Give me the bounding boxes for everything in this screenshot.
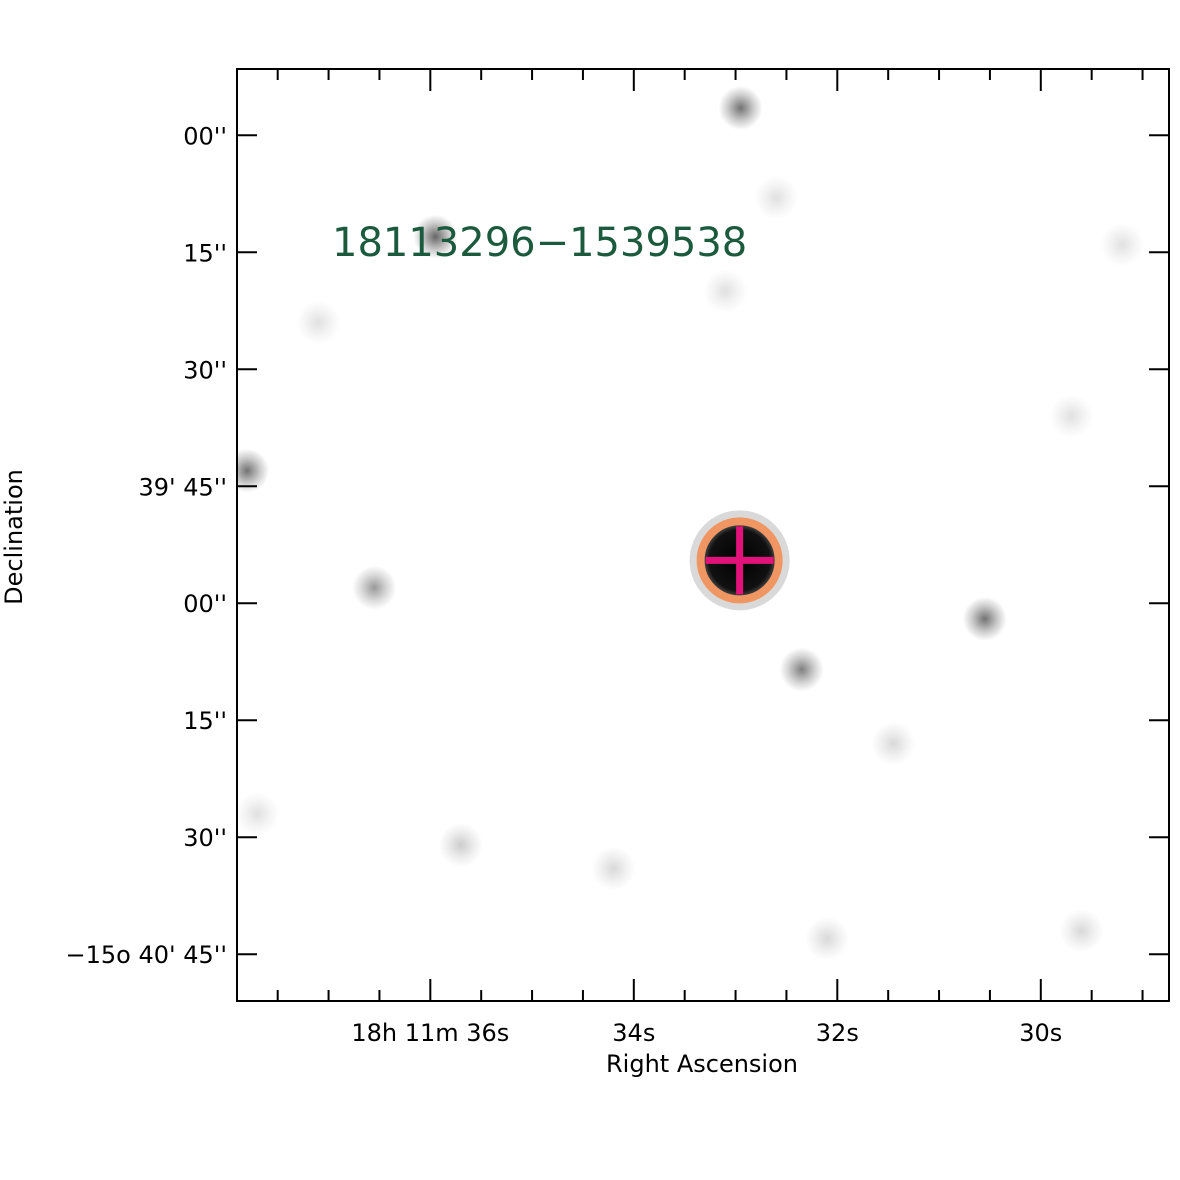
x-tick-label-3: 30s <box>1019 1019 1062 1047</box>
background-source-13 <box>754 175 799 220</box>
background-source-12 <box>703 269 748 314</box>
y-tick-label-6: 30'' <box>183 824 227 852</box>
background-source-9 <box>1059 908 1104 953</box>
x-axis-title: Right Ascension <box>606 1050 798 1078</box>
y-tick-label-3: 39' 45'' <box>139 473 228 501</box>
plot-frame <box>236 68 1170 1002</box>
background-source-6 <box>438 823 483 868</box>
background-source-11 <box>296 300 341 345</box>
background-source-3 <box>352 565 397 610</box>
background-source-16 <box>237 791 280 836</box>
y-tick-label-7: −15o 40' 45'' <box>66 941 227 969</box>
background-source-2 <box>237 448 270 493</box>
background-source-4 <box>962 596 1007 641</box>
background-source-10 <box>871 721 916 766</box>
target-marker-group <box>689 510 790 611</box>
background-source-8 <box>805 916 850 961</box>
target-ring-0 <box>696 517 783 604</box>
y-axis-title: Declination <box>0 469 28 605</box>
background-source-14 <box>1100 222 1145 267</box>
x-tick-label-2: 32s <box>816 1019 859 1047</box>
background-source-0 <box>718 85 763 130</box>
tick-labels: 00'' 15'' 30'' 39' 45'' 00'' 15'' 30'' −15o 40'… <box>66 122 1063 1047</box>
background-source-1 <box>413 214 458 259</box>
y-tick-label-4: 00'' <box>183 590 227 618</box>
x-tick-label-1: 34s <box>612 1019 655 1047</box>
y-tick-label-1: 15'' <box>183 239 227 267</box>
background-source-7 <box>591 846 636 891</box>
y-tick-label-5: 15'' <box>183 707 227 735</box>
background-source-15 <box>1049 394 1094 439</box>
sky-image <box>237 85 1145 961</box>
y-tick-label-2: 30'' <box>183 356 227 384</box>
x-tick-label-0: 18h 11m 36s <box>351 1019 509 1047</box>
axis-ticks <box>237 69 1169 1001</box>
y-tick-label-0: 00'' <box>183 122 227 150</box>
source-id-label: 18113296−1539538 <box>332 220 747 266</box>
background-source-5 <box>779 647 824 692</box>
